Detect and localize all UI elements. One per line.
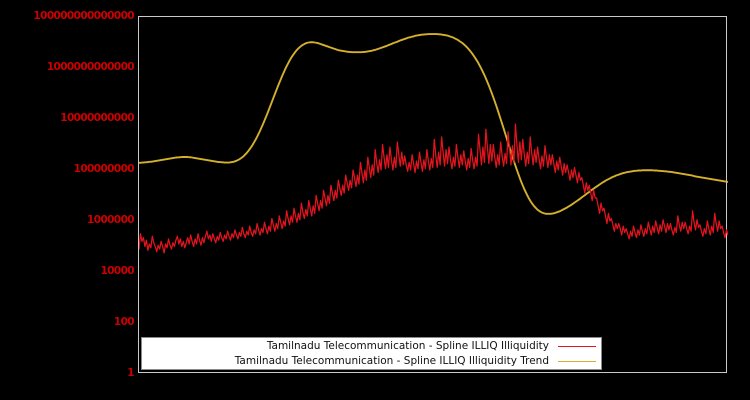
legend-swatch-illiquidity-trend <box>558 360 596 362</box>
legend-swatch-illiquidity <box>558 345 596 347</box>
legend-item-illiquidity-trend: Tamilnadu Telecommunication - Spline ILL… <box>142 354 601 369</box>
legend-label-illiquidity: Tamilnadu Telecommunication - Spline ILL… <box>266 339 549 352</box>
chart-legend: Tamilnadu Telecommunication - Spline ILL… <box>141 337 602 370</box>
plot-svg <box>139 33 728 254</box>
y-axis-tick-labels: 100000000000000 1000000000000 10000000000 1… <box>0 0 134 400</box>
legend-item-illiquidity: Tamilnadu Telecommunication - Spline ILL… <box>142 339 601 354</box>
legend-label-illiquidity-trend: Tamilnadu Telecommunication - Spline ILL… <box>234 354 549 367</box>
y-axis-tick-label: 1000000 <box>87 213 135 226</box>
y-axis-tick-label: 10000000000 <box>60 111 134 124</box>
y-axis-tick-label: 100 <box>113 315 135 328</box>
plot-area <box>138 16 728 373</box>
series-line-illiquidity <box>139 123 728 254</box>
y-axis-tick-label: 100000000000000 <box>33 9 134 22</box>
y-axis-tick-label: 1 <box>127 366 134 379</box>
y-axis-tick-label: 10000 <box>100 264 134 277</box>
y-axis-tick-label: 1000000000000 <box>46 60 135 73</box>
series-line-trend <box>139 33 728 215</box>
y-axis-tick-label: 100000000 <box>73 162 135 175</box>
